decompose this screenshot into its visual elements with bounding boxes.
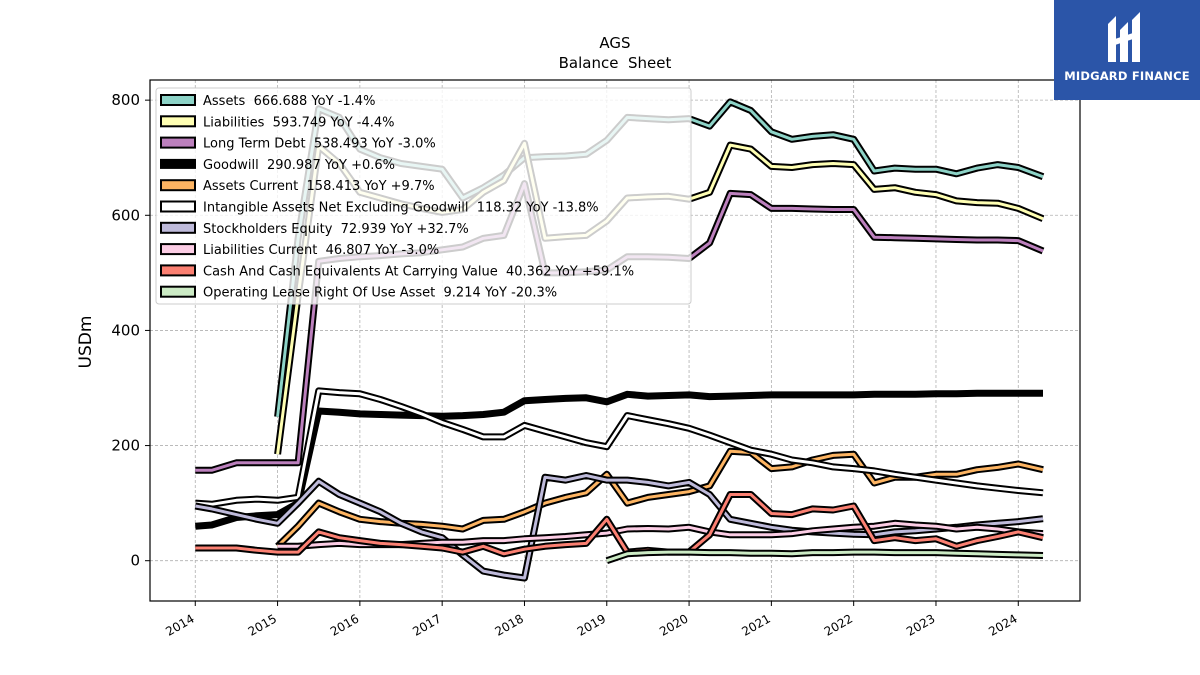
chart-title-ticker: AGS bbox=[599, 34, 630, 52]
brand-name: MIDGARD FINANCE bbox=[1064, 69, 1190, 83]
y-tick-label: 0 bbox=[130, 552, 140, 570]
x-tick-label: 2023 bbox=[904, 611, 937, 638]
series-line-intangible-assets-net-excluding-goodwill bbox=[195, 389, 1044, 506]
legend-label: Long Term Debt 538.493 YoY -3.0% bbox=[203, 137, 436, 152]
legend-swatch bbox=[160, 285, 196, 298]
x-tick-label: 2017 bbox=[410, 611, 443, 638]
legend-swatch bbox=[160, 94, 196, 106]
legend-swatch bbox=[160, 115, 196, 128]
legend-swatch bbox=[160, 158, 196, 169]
series-line-operating-lease-right-of-use-asset bbox=[606, 550, 1044, 563]
legend-label: Goodwill 290.987 YoY +0.6% bbox=[203, 158, 395, 173]
x-tick-label: 2021 bbox=[739, 611, 772, 638]
legend: Assets 666.688 YoY -1.4% Liabilities 593.… bbox=[155, 87, 692, 305]
y-axis-label: USDm bbox=[76, 316, 96, 369]
legend-swatch bbox=[160, 264, 196, 277]
legend-label: Stockholders Equity 72.939 YoY +32.7% bbox=[203, 222, 469, 237]
legend-label: Liabilities 593.749 YoY -4.4% bbox=[203, 115, 395, 130]
series-line-cash-and-cash-equivalents-at-carrying-value bbox=[195, 493, 1044, 556]
brand-mark-icon bbox=[1108, 12, 1140, 62]
x-tick-label: 2022 bbox=[822, 611, 855, 638]
x-tick-label: 2019 bbox=[575, 611, 608, 638]
legend-swatch bbox=[160, 200, 196, 213]
legend-swatch bbox=[160, 221, 196, 234]
legend-label: Assets Current 158.413 YoY +9.7% bbox=[203, 179, 435, 194]
x-tick-label: 2015 bbox=[246, 611, 279, 638]
legend-label: Liabilities Current 46.807 YoY -3.0% bbox=[203, 243, 439, 258]
legend-label: Operating Lease Right Of Use Asset 9.214… bbox=[203, 286, 557, 301]
y-tick-label: 600 bbox=[111, 206, 140, 224]
x-tick-label: 2020 bbox=[657, 611, 690, 638]
y-axis: 0 200 400 600 800 bbox=[111, 91, 150, 570]
brand-logo: MIDGARD FINANCE bbox=[1054, 0, 1200, 100]
x-tick-label: 2018 bbox=[493, 611, 526, 638]
chart-title-subtitle: Balance Sheet bbox=[559, 54, 672, 72]
y-tick-label: 800 bbox=[111, 91, 140, 109]
x-tick-label: 2024 bbox=[986, 611, 1019, 638]
legend-swatch bbox=[160, 179, 196, 192]
x-tick-label: 2014 bbox=[163, 611, 196, 638]
legend-swatch bbox=[160, 136, 196, 149]
legend-box bbox=[155, 87, 692, 305]
x-axis: 2014 2015 2016 2017 2018 2019 2020 2021 2022 2023… bbox=[163, 601, 1020, 639]
series-line-stockholders-equity bbox=[195, 474, 1044, 580]
y-tick-label: 400 bbox=[111, 321, 140, 339]
legend-label: Intangible Assets Net Excluding Goodwill… bbox=[203, 201, 599, 216]
y-tick-label: 200 bbox=[111, 437, 140, 455]
legend-label: Cash And Cash Equivalents At Carrying Va… bbox=[203, 264, 634, 279]
x-tick-label: 2016 bbox=[328, 611, 361, 638]
legend-label: Assets 666.688 YoY -1.4% bbox=[203, 94, 375, 109]
series-line-goodwill bbox=[195, 389, 1043, 530]
plot-frame bbox=[149, 79, 1081, 602]
legend-swatch bbox=[160, 243, 196, 256]
